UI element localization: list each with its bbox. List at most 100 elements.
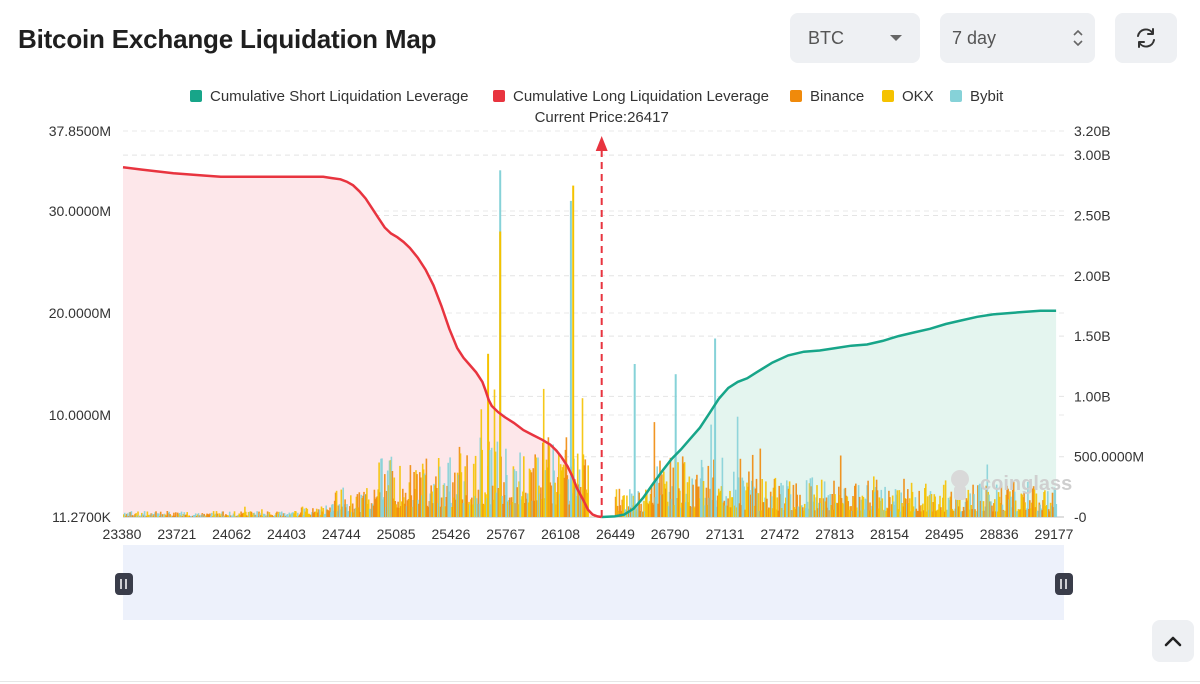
- exchange-bar: [441, 507, 444, 517]
- exchange-bar: [385, 507, 387, 517]
- exchange-bars: [123, 170, 1058, 518]
- exchange-bar: [571, 493, 573, 517]
- exchange-bar: [354, 507, 357, 517]
- exchange-bar: [995, 511, 997, 517]
- slider-handle-right[interactable]: [1055, 573, 1073, 595]
- exchange-bar: [412, 500, 414, 517]
- exchange-bar: [485, 494, 487, 517]
- exchange-bar: [510, 497, 513, 517]
- exchange-bar: [698, 498, 701, 517]
- exchange-bar: [178, 513, 181, 517]
- legend-item-0[interactable]: Cumulative Short Liquidation Leverage: [190, 88, 469, 105]
- exchange-bar: [290, 513, 292, 517]
- exchange-bar: [908, 498, 911, 517]
- exchange-bar: [924, 488, 926, 517]
- exchange-bar: [927, 509, 930, 517]
- exchange-bar: [1042, 500, 1044, 517]
- exchange-bar: [489, 450, 491, 517]
- exchange-bar: [953, 510, 955, 517]
- x-tick: 27131: [706, 526, 745, 542]
- exchange-bar: [796, 494, 798, 517]
- exchange-bar: [973, 494, 975, 517]
- exchange-bar: [514, 503, 517, 517]
- exchange-bar: [549, 482, 552, 517]
- scroll-top-button[interactable]: [1152, 620, 1194, 662]
- exchange-bar: [262, 516, 264, 517]
- exchange-bar: [308, 513, 310, 517]
- exchange-bar: [799, 494, 801, 517]
- exchange-bar: [123, 514, 125, 517]
- exchange-bar: [888, 490, 890, 517]
- exchange-bar: [273, 516, 275, 517]
- exchange-bar: [1007, 488, 1009, 517]
- exchange-bar: [1001, 504, 1004, 517]
- exchange-bar: [216, 513, 219, 517]
- exchange-bar: [632, 495, 635, 517]
- x-tick: 23721: [157, 526, 196, 542]
- exchange-bar: [403, 503, 406, 517]
- exchange-bar: [1020, 493, 1023, 517]
- exchange-bar: [749, 490, 751, 517]
- exchange-bar: [855, 507, 858, 517]
- refresh-button[interactable]: [1115, 13, 1177, 63]
- exchange-bar: [586, 492, 588, 517]
- exchange-bar: [559, 464, 562, 517]
- range-select[interactable]: 7 day: [940, 13, 1095, 63]
- exchange-bar: [645, 489, 647, 517]
- exchange-bar: [286, 514, 289, 517]
- exchange-bar: [692, 484, 694, 517]
- exchange-bar: [280, 515, 282, 517]
- exchange-bar: [776, 497, 779, 517]
- exchange-bar: [1049, 502, 1052, 517]
- y-right-tick: -0: [1074, 509, 1087, 525]
- exchange-bar: [417, 499, 419, 517]
- exchange-bar: [445, 497, 448, 517]
- exchange-bar: [651, 502, 654, 517]
- exchange-bar: [373, 489, 376, 517]
- exchange-bar: [479, 437, 482, 517]
- exchange-bar: [211, 512, 213, 517]
- exchange-bar: [247, 512, 250, 517]
- legend-label: Cumulative Short Liquidation Leverage: [210, 88, 469, 105]
- exchange-bar: [467, 503, 469, 517]
- y-left-tick: 10.0000M: [49, 407, 111, 423]
- exchange-bar: [826, 507, 829, 517]
- exchange-bar: [228, 511, 231, 517]
- exchange-bar: [633, 364, 636, 517]
- exchange-bar: [484, 492, 486, 517]
- exchange-bar: [193, 515, 196, 517]
- exchange-bar: [135, 513, 137, 517]
- exchange-bar: [860, 499, 863, 517]
- exchange-bar: [212, 511, 215, 517]
- exchange-bar: [707, 465, 710, 517]
- exchange-bar: [989, 501, 991, 517]
- legend-item-4[interactable]: Bybit: [950, 88, 1004, 105]
- exchange-bar: [542, 388, 545, 517]
- exchange-bar: [347, 511, 349, 517]
- exchange-bar: [1024, 502, 1026, 517]
- exchange-bar: [1003, 510, 1006, 517]
- exchange-bar: [758, 510, 761, 517]
- range-select-value: 7 day: [952, 27, 997, 48]
- divider: [0, 681, 1200, 682]
- slider-handle-left[interactable]: [115, 573, 133, 595]
- exchange-bar: [544, 470, 547, 517]
- exchange-bar: [383, 497, 385, 517]
- exchange-bar: [487, 353, 490, 517]
- exchange-bar: [138, 515, 140, 517]
- exchange-bar: [309, 515, 311, 517]
- zoom-slider-track[interactable]: [123, 545, 1064, 620]
- coin-select[interactable]: BTC: [790, 13, 920, 63]
- long-line: [122, 165, 602, 519]
- legend-item-2[interactable]: Binance: [790, 88, 864, 105]
- exchange-bar: [982, 501, 985, 517]
- legend-item-3[interactable]: OKX: [882, 88, 934, 105]
- exchange-bar: [825, 497, 828, 517]
- exchange-bar: [223, 515, 225, 517]
- legend-item-1[interactable]: Cumulative Long Liquidation Leverage: [493, 88, 769, 105]
- exchange-bar: [376, 496, 379, 517]
- zoom-slider[interactable]: [115, 545, 1073, 620]
- exchange-bar: [293, 513, 295, 517]
- exchange-bar: [546, 467, 549, 517]
